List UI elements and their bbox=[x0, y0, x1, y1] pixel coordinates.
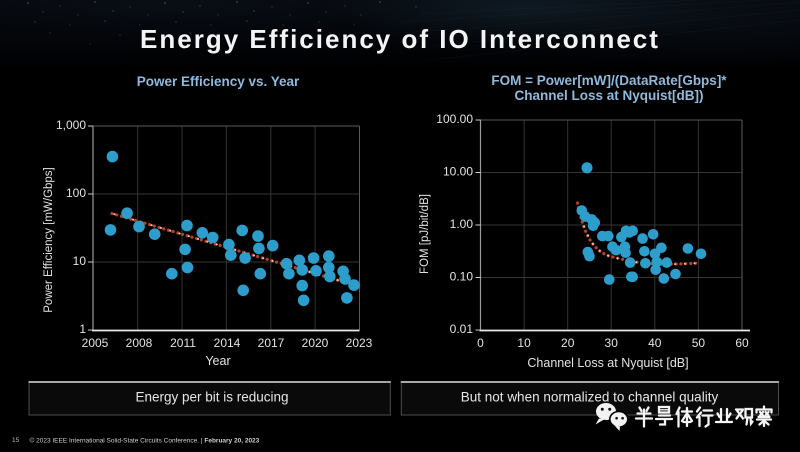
svg-text:© 2023 IEEE International Soli: © 2023 IEEE International Solid-State Ci… bbox=[30, 437, 260, 445]
svg-text:40: 40 bbox=[648, 336, 662, 350]
svg-text:30: 30 bbox=[605, 336, 619, 350]
svg-text:100.00: 100.00 bbox=[436, 112, 473, 126]
svg-text:2020: 2020 bbox=[302, 336, 329, 350]
svg-text:Energy per bit is reducing: Energy per bit is reducing bbox=[135, 390, 288, 405]
svg-text:1: 1 bbox=[79, 322, 86, 336]
svg-text:10.00: 10.00 bbox=[443, 165, 473, 179]
svg-text:Channel Loss at Nyquist [dB]: Channel Loss at Nyquist [dB] bbox=[527, 356, 688, 370]
svg-text:Power Efficiency [mW/Gbps]: Power Efficiency [mW/Gbps] bbox=[43, 167, 55, 313]
svg-text:100: 100 bbox=[66, 186, 86, 200]
svg-text:10: 10 bbox=[73, 254, 87, 268]
svg-text:50: 50 bbox=[692, 336, 706, 350]
svg-text:20: 20 bbox=[561, 336, 575, 350]
svg-text:2005: 2005 bbox=[82, 336, 109, 350]
svg-text:Year: Year bbox=[205, 354, 230, 368]
svg-text:Energy Efficiency of IO Interc: Energy Efficiency of IO Interconnect bbox=[140, 24, 660, 54]
svg-text:15: 15 bbox=[12, 437, 20, 444]
svg-text:2017: 2017 bbox=[258, 336, 285, 350]
svg-text:2014: 2014 bbox=[214, 336, 241, 350]
svg-text:10: 10 bbox=[517, 336, 531, 350]
svg-text:But not when normalized to cha: But not when normalized to channel quali… bbox=[461, 390, 719, 405]
svg-text:0: 0 bbox=[477, 336, 484, 350]
svg-text:FOM = Power[mW]/(DataRate[Gbps: FOM = Power[mW]/(DataRate[Gbps]* bbox=[491, 73, 727, 88]
svg-text:0.01: 0.01 bbox=[450, 322, 474, 336]
svg-text:0.10: 0.10 bbox=[450, 270, 474, 284]
svg-text:1.00: 1.00 bbox=[450, 217, 474, 231]
svg-text:2023: 2023 bbox=[346, 336, 373, 350]
svg-text:2011: 2011 bbox=[170, 336, 196, 350]
svg-text:FOM [pJ/bit/dB]: FOM [pJ/bit/dB] bbox=[419, 194, 431, 274]
svg-text:Power Efficiency vs. Year: Power Efficiency vs. Year bbox=[137, 74, 300, 89]
svg-text:Channel Loss at Nyquist[dB]): Channel Loss at Nyquist[dB]) bbox=[514, 88, 703, 103]
svg-text:60: 60 bbox=[735, 336, 749, 350]
svg-text:2008: 2008 bbox=[126, 336, 153, 350]
svg-text:1,000: 1,000 bbox=[56, 118, 86, 132]
